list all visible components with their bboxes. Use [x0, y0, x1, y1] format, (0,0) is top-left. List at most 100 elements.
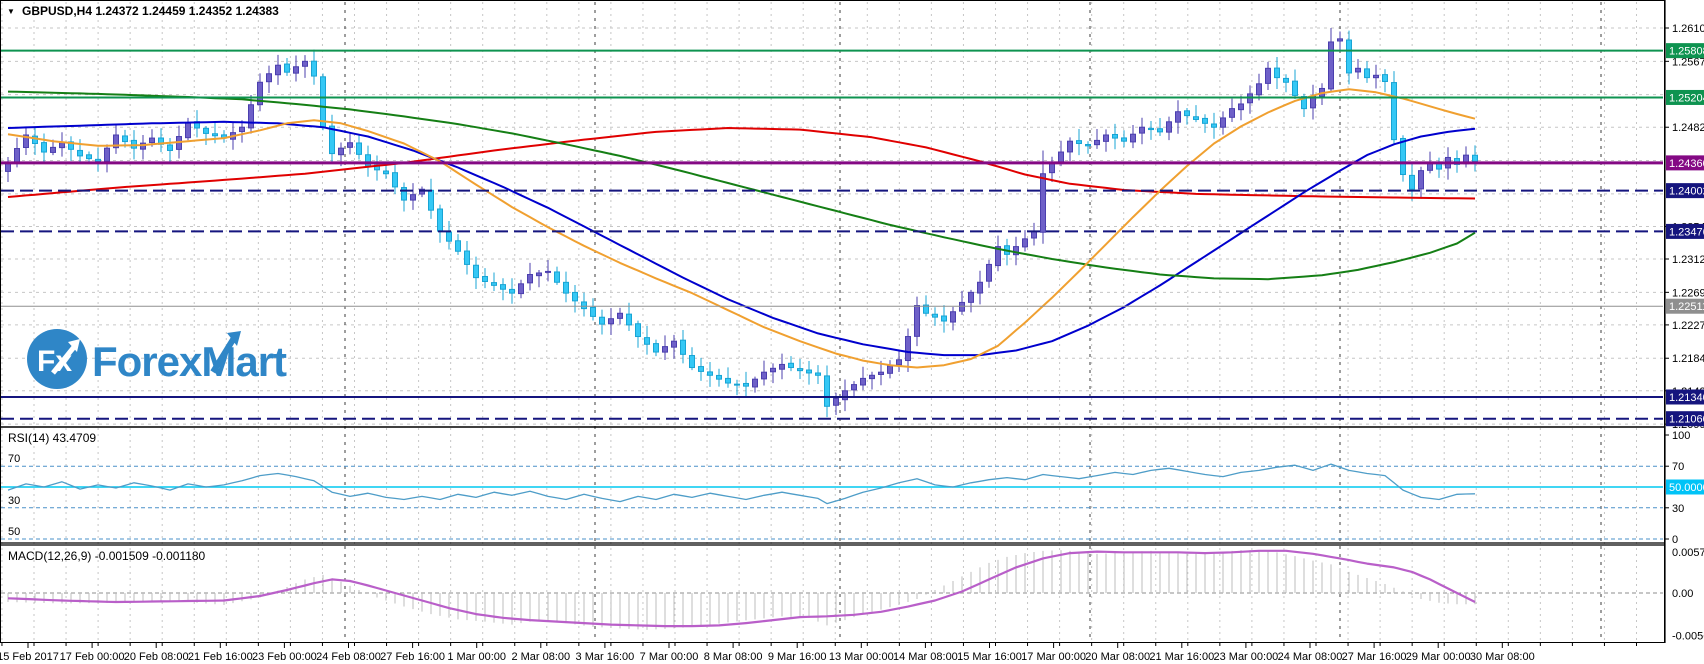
candle-down: [68, 141, 74, 150]
macd-indicator-label: MACD(12,26,9) -0.001509 -0.001180: [8, 549, 206, 563]
price-tick-label: 1.21840: [1672, 353, 1704, 365]
price-badge-label: 1.25204: [1669, 92, 1704, 104]
candle-down: [1112, 133, 1118, 139]
price-badge-label: 1.24002: [1669, 186, 1704, 198]
candle-up: [842, 390, 848, 401]
candle-down: [1148, 127, 1154, 131]
candle-down: [500, 284, 506, 290]
candle-up: [1175, 111, 1181, 123]
candle-up: [896, 359, 902, 366]
time-axis-label: 17 Mar 00:00: [1021, 651, 1086, 663]
candle-up: [887, 365, 893, 374]
candle-down: [1364, 68, 1370, 79]
candle-down: [689, 355, 695, 369]
candlestick-series: [5, 28, 1478, 418]
candle-up: [608, 318, 614, 325]
price-tick-label: 1.25670: [1672, 56, 1704, 68]
candle-down: [1400, 137, 1406, 176]
candle-up: [1418, 170, 1424, 190]
candle-down: [428, 189, 434, 211]
candle-down: [563, 281, 569, 294]
candle-up: [1256, 83, 1262, 96]
time-axis-label: 8 Mar 08:00: [704, 651, 763, 663]
candle-up: [977, 281, 983, 294]
candle-down: [1436, 163, 1442, 170]
candle-up: [185, 122, 191, 139]
candle-down: [1382, 74, 1388, 82]
rsi-tick-label: 70: [1672, 461, 1684, 473]
candle-up: [995, 246, 1001, 267]
time-axis-label: 27 Feb 16:00: [380, 651, 445, 663]
time-axis-label: 2 Mar 08:00: [511, 651, 570, 663]
candle-up: [950, 311, 956, 323]
rsi-left-level-label: 30: [8, 495, 20, 507]
candle-up: [1373, 74, 1379, 79]
candle-up: [23, 134, 29, 148]
candle-up: [140, 142, 146, 150]
candle-down: [401, 187, 407, 201]
candle-up: [239, 126, 245, 133]
chart-title-ohlc: GBPUSD,H4 1.24372 1.24459 1.24352 1.2438…: [22, 4, 279, 18]
price-badge: [1666, 89, 1704, 105]
candle-up: [860, 377, 866, 386]
candle-down: [320, 76, 326, 128]
price-badge: [1666, 223, 1704, 239]
symbol-dropdown-icon[interactable]: ▼: [7, 7, 15, 16]
candle-down: [707, 371, 713, 376]
rsi-indicator-label: RSI(14) 43.4709: [8, 431, 96, 445]
candle-down: [509, 288, 515, 294]
candle-down: [455, 240, 461, 252]
price-badge: [1666, 389, 1704, 405]
candle-down: [311, 60, 317, 77]
candle-up: [851, 384, 857, 391]
panel-frames: [0, 0, 1666, 643]
time-axis-label: 27 Mar 16:00: [1342, 651, 1407, 663]
candle-down: [1274, 67, 1280, 79]
price-badge: [1666, 479, 1704, 495]
candle-up: [275, 64, 281, 76]
candle-down: [1121, 137, 1127, 142]
moving-averages: [7, 88, 1476, 369]
candle-down: [581, 301, 587, 310]
candle-down: [446, 231, 452, 242]
time-axis-label: 21 Feb 16:00: [188, 651, 253, 663]
candle-up: [545, 270, 551, 273]
candle-up: [671, 340, 677, 348]
price-badge-label: 1.23476: [1669, 226, 1704, 238]
candle-down: [698, 366, 704, 372]
price-badge: [1666, 183, 1704, 199]
candle-up: [986, 263, 992, 282]
price-badge: [1666, 155, 1704, 171]
candle-down: [356, 142, 362, 155]
candle-up: [1040, 173, 1046, 233]
price-badge-label: 1.21340: [1669, 392, 1704, 404]
candle-up: [761, 371, 767, 380]
macd-tick-label: 0.00: [1672, 588, 1693, 600]
time-axis-label: 15 Mar 16:00: [957, 651, 1022, 663]
price-badge-label: 1.25808: [1669, 46, 1704, 58]
candle-down: [788, 362, 794, 369]
candle-down: [77, 149, 83, 157]
candle-down: [1085, 144, 1091, 147]
candle-up: [1094, 139, 1100, 146]
macd-tick-label: 0.005708: [1672, 547, 1704, 559]
price-badge-label: 1.24360: [1669, 158, 1704, 170]
candle-up: [518, 283, 524, 295]
candle-down: [1211, 123, 1217, 128]
candle-down: [626, 313, 632, 326]
macd-tick-label: -0.00564: [1672, 630, 1704, 642]
candle-up: [968, 291, 974, 303]
candle-down: [941, 315, 947, 322]
candle-up: [302, 60, 308, 67]
candle-up: [1355, 67, 1361, 73]
candle-up: [1229, 108, 1235, 118]
time-axis-label: 23 Mar 00:00: [1213, 651, 1278, 663]
candle-down: [1184, 110, 1190, 117]
candle-down: [644, 337, 650, 345]
rsi-left-level-label: 50: [8, 526, 20, 538]
time-axis-label: 23 Feb 00:00: [252, 651, 317, 663]
time-axis: 15 Feb 2017 17 Feb 00:00 20 Feb 08:00 21 Fe…: [0, 643, 1637, 663]
candle-down: [1472, 154, 1478, 162]
